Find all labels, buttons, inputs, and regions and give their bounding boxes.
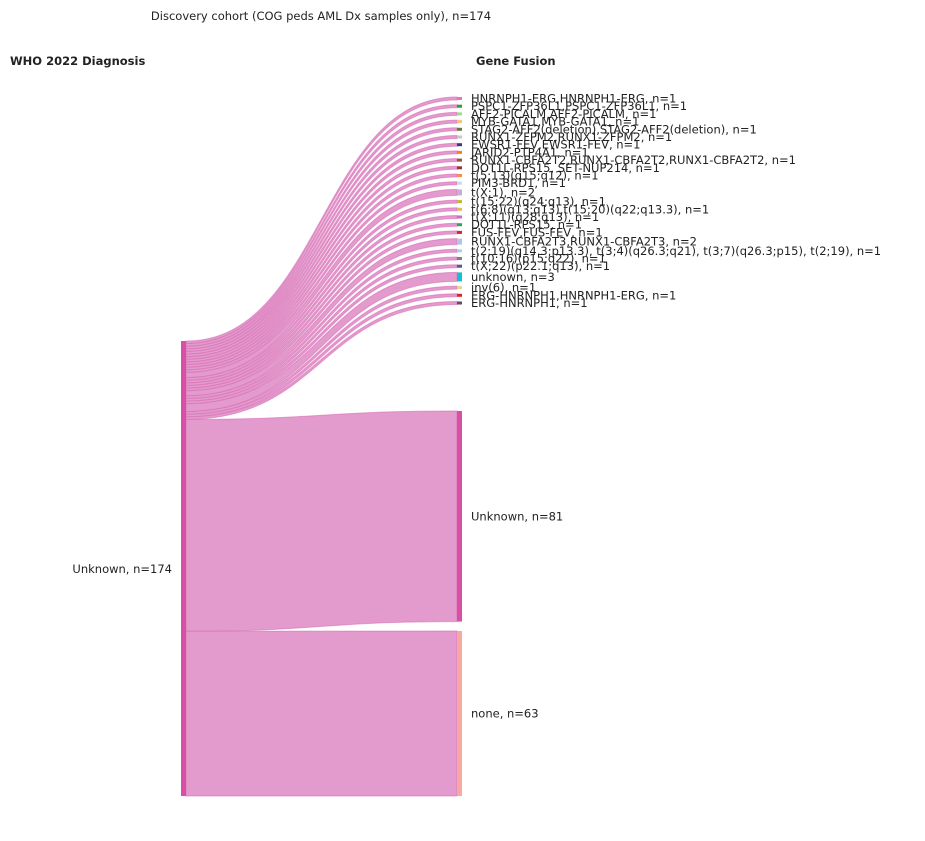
fusion-label-unknown-n-3: unknown, n=3 bbox=[471, 270, 555, 284]
source-node-label: Unknown, n=174 bbox=[72, 562, 172, 576]
fusion-nodes bbox=[457, 97, 462, 796]
fusion-node-t-2-19-q14-3-p13-3-t-3-4-q26-3-q21-t-3-7 bbox=[457, 249, 462, 253]
fusion-node-aff2-picalm-aff2-picalm-n-1 bbox=[457, 112, 462, 116]
fusion-label-inv-6-n-1: inv(6), n=1 bbox=[471, 281, 536, 295]
fusion-node-runx1-cbfa2t3-runx1-cbfa2t3-n-2 bbox=[457, 238, 462, 245]
fusion-label-t-x-11-q28-q13-n-1: t(X;11)(q28;q13), n=1 bbox=[471, 210, 599, 224]
fusion-labels: HNRNPH1-ERG,HNRNPH1-ERG, n=1PSPC1-ZFP36L… bbox=[470, 92, 881, 721]
fusion-label-t-5-13-q15-q12-n-1: t(5;13)(q15;q12), n=1 bbox=[471, 169, 599, 183]
flow-links bbox=[185, 96, 458, 797]
fusion-label-pim3-brd1-n-1: PIM3-BRD1, n=1 bbox=[471, 176, 566, 190]
fusion-label-erg-hnrnph1-n-1: ERG-HNRNPH1, n=1 bbox=[471, 296, 588, 310]
fusion-label-runx1-cbfa2t3-runx1-cbfa2t3-n-2: RUNX1-CBFA2T3,RUNX1-CBFA2T3, n=2 bbox=[471, 235, 697, 249]
fusion-node-unknown-n-3 bbox=[457, 272, 462, 282]
fusion-node-jarid2-ptp4a1-n-1 bbox=[457, 150, 462, 154]
fusion-label-hnrnph1-erg-hnrnph1-erg-n-1: HNRNPH1-ERG,HNRNPH1-ERG, n=1 bbox=[471, 92, 676, 106]
fusion-label-fus-fev-fus-fev-n-1: FUS-FEV,FUS-FEV, n=1 bbox=[471, 225, 603, 239]
fusion-node-fus-fev-fus-fev-n-1 bbox=[457, 230, 462, 234]
fusion-node-dot1l-rps15-set-nup214-n-1 bbox=[457, 166, 462, 170]
fusion-node-unknown-n-81 bbox=[457, 411, 462, 622]
fusion-label-jarid2-ptp4a1-n-1: JARID2-PTP4A1, n=1 bbox=[470, 145, 589, 159]
fusion-node-t-6-8-q13-q13-t-15-20-q22-q13-3-n-1 bbox=[457, 207, 462, 211]
fusion-label-dot1l-rps15-set-nup214-n-1: DOT1L-RPS15, SET-NUP214, n=1 bbox=[471, 161, 660, 175]
fusion-label-t-2-19-q14-3-p13-3-t-3-4-q26-3-q21-t-3-7: t(2;19)(q14.3;p13.3), t(3;4)(q26.3;q21),… bbox=[471, 244, 881, 258]
fusion-node-erg-hnrnph1-hnrnph1-erg-n-1 bbox=[457, 293, 462, 297]
fusion-label-t-10-16-p15-q22-n-1: t(10;16)(p15;q22), n=1 bbox=[471, 252, 606, 266]
fusion-node-t-x-11-q28-q13-n-1 bbox=[457, 215, 462, 219]
fusion-label-t-x-1-n-2: t(X;1), n=2 bbox=[471, 185, 535, 199]
fusion-node-erg-hnrnph1-n-1 bbox=[457, 301, 462, 305]
fusion-node-ewsr1-fev-ewsr1-fev-n-1 bbox=[457, 143, 462, 147]
fusion-node-t-5-13-q15-q12-n-1 bbox=[457, 174, 462, 177]
fusion-node-runx1-cbfa2t2-runx1-cbfa2t2-runx1-cbfa2t bbox=[457, 158, 462, 162]
fusion-label-stag2-aff2-deletion-stag2-aff2-deletion-: STAG2-AFF2(deletion),STAG2-AFF2(deletion… bbox=[471, 122, 757, 136]
left-column-header: WHO 2022 Diagnosis bbox=[10, 54, 145, 68]
fusion-label-t-15-22-q24-q13-n-1: t(15;22)(q24;q13), n=1 bbox=[471, 195, 606, 209]
fusion-label-runx1-cbfa2t2-runx1-cbfa2t2-runx1-cbfa2t: RUNX1-CBFA2T2,RUNX1-CBFA2T2,RUNX1-CBFA2T… bbox=[471, 153, 796, 167]
flow-link-unknown-n-81 bbox=[185, 410, 458, 632]
fusion-label-runx1-zfpm2-runx1-zfpm2-n-1: RUNX1-ZFPM2,RUNX1-ZFPM2, n=1 bbox=[471, 130, 672, 144]
fusion-node-none-n-63 bbox=[457, 631, 462, 796]
fusion-node-pspc1-zfp36l1-pspc1-zfp36l1-n-1 bbox=[457, 104, 462, 108]
fusion-label-myb-gata1-myb-gata1-n-1: MYB-GATA1,MYB-GATA1, n=1 bbox=[471, 115, 639, 129]
flow-link-none-n-63 bbox=[185, 630, 458, 797]
fusion-node-pim3-brd1-n-1 bbox=[457, 181, 462, 185]
fusion-node-runx1-zfpm2-runx1-zfpm2-n-1 bbox=[457, 135, 462, 139]
fusion-label-pspc1-zfp36l1-pspc1-zfp36l1-n-1: PSPC1-ZFP36L1,PSPC1-ZFP36L1, n=1 bbox=[471, 99, 687, 113]
fusion-node-hnrnph1-erg-hnrnph1-erg-n-1 bbox=[457, 97, 462, 100]
fusion-label-t-x-22-p22-1-q13-n-1: t(X;22)(p22.1;q13), n=1 bbox=[471, 259, 610, 273]
fusion-label-dot1l-rps15-n-1: DOT1L-RPS15, n=1 bbox=[471, 218, 582, 232]
fusion-node-inv-6-n-1 bbox=[457, 286, 462, 290]
fusion-label-aff2-picalm-aff2-picalm-n-1: AFF2-PICALM,AFF2-PICALM, n=1 bbox=[471, 107, 656, 121]
right-column-header: Gene Fusion bbox=[476, 54, 556, 68]
fusion-label-t-6-8-q13-q13-t-15-20-q22-q13-3-n-1: t(6;8)(q13;q13),t(15;20)(q22;q13.3), n=1 bbox=[471, 202, 709, 216]
chart-title: Discovery cohort (COG peds AML Dx sample… bbox=[151, 9, 491, 23]
fusion-label-unknown-n-81: Unknown, n=81 bbox=[471, 509, 563, 523]
fusion-label-erg-hnrnph1-hnrnph1-erg-n-1: ERG-HNRNPH1,HNRNPH1-ERG, n=1 bbox=[471, 288, 676, 302]
fusion-node-t-10-16-p15-q22-n-1 bbox=[457, 257, 462, 260]
fusion-node-t-15-22-q24-q13-n-1 bbox=[457, 200, 462, 204]
fusion-node-dot1l-rps15-n-1 bbox=[457, 223, 462, 227]
fusion-node-t-x-22-p22-1-q13-n-1 bbox=[457, 264, 462, 268]
fusion-node-stag2-aff2-deletion-stag2-aff2-deletion- bbox=[457, 127, 462, 131]
source-node bbox=[181, 341, 186, 796]
fusion-label-none-n-63: none, n=63 bbox=[471, 707, 539, 721]
fusion-node-t-x-1-n-2 bbox=[457, 189, 462, 196]
fusion-label-ewsr1-fev-ewsr1-fev-n-1: EWSR1-FEV,EWSR1-FEV, n=1 bbox=[471, 138, 641, 152]
fusion-node-myb-gata1-myb-gata1-n-1 bbox=[457, 120, 462, 124]
